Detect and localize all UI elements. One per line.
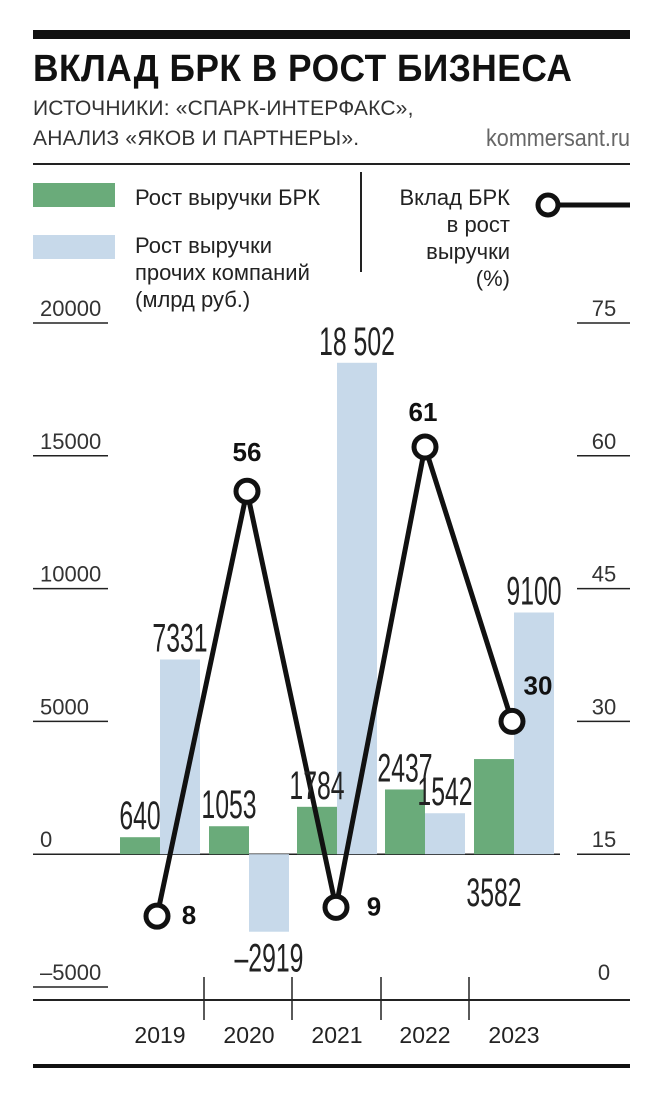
legend-swatch-brk <box>33 183 115 207</box>
legend-share-line-3: выручки <box>426 239 510 264</box>
legend-others-line-1: Рост выручки <box>135 233 272 258</box>
bar-brk <box>385 789 425 855</box>
data-label-share: 30 <box>524 670 553 700</box>
legend-share-line-2: в рост <box>446 212 510 237</box>
right-tick-label: 30 <box>592 694 616 719</box>
right-tick-label: 75 <box>592 296 616 321</box>
data-label-share: 8 <box>182 900 196 930</box>
legend-others-line-2: прочих компаний <box>135 260 310 285</box>
data-label-share: 61 <box>409 397 438 427</box>
right-tick-label: 15 <box>592 827 616 852</box>
left-tick-label: 5000 <box>40 694 89 719</box>
legend-share-line-1: Вклад БРК <box>399 185 511 210</box>
data-label-others: 7331 <box>152 617 207 661</box>
bottom-rule <box>33 1064 630 1068</box>
right-tick-label: 60 <box>592 429 616 454</box>
line-point <box>322 893 350 921</box>
data-label-others: 9100 <box>506 570 561 614</box>
bar-others <box>337 362 377 855</box>
data-label-others: 18 502 <box>319 320 395 364</box>
bar-brk <box>474 759 514 855</box>
x-tick-label: 2021 <box>311 1022 362 1048</box>
chart-title: ВКЛАД БРК В РОСТ БИЗНЕСА <box>33 48 573 90</box>
right-tick-label: 45 <box>592 562 616 587</box>
data-label-share: 9 <box>367 891 381 921</box>
source-line-2: АНАЛИЗ «ЯКОВ И ПАРТНЕРЫ». <box>33 127 360 150</box>
legend-vertical-divider <box>360 172 362 272</box>
bar-others <box>425 813 465 855</box>
right-tick-label: 0 <box>598 960 610 985</box>
data-label-brk: 1053 <box>201 783 256 827</box>
source-line-1: ИСТОЧНИКИ: «СПАРК-ИНТЕРФАКС», <box>33 97 414 120</box>
bar-others <box>514 612 554 855</box>
data-label-brk: 3582 <box>466 871 521 915</box>
left-tick-label: –5000 <box>40 960 101 985</box>
data-label-others: 1542 <box>417 770 472 814</box>
x-tick-label: 2022 <box>399 1022 450 1048</box>
left-tick-label: 0 <box>40 827 52 852</box>
legend-label-others: Рост выручки прочих компаний (млрд руб.) <box>135 232 310 313</box>
legend-label-share: Вклад БРК в рост выручки (%) <box>350 184 511 292</box>
line-point <box>498 707 526 735</box>
left-tick-label: 15000 <box>40 429 101 454</box>
site-credit: kommersant.ru <box>485 125 630 152</box>
bar-others <box>160 659 200 855</box>
data-label-brk: 640 <box>119 794 160 838</box>
legend-share-line-4: (%) <box>475 266 510 291</box>
legend-line-swatch <box>535 192 630 218</box>
bar-brk <box>120 837 160 855</box>
x-tick-label: 2019 <box>134 1022 185 1048</box>
data-label-others: –2919 <box>235 937 304 981</box>
top-rule <box>33 30 630 39</box>
bar-brk <box>209 826 249 855</box>
line-point <box>233 477 261 505</box>
legend-label-brk: Рост выручки БРК <box>135 185 321 210</box>
left-tick-label: 10000 <box>40 562 101 587</box>
bar-others <box>249 854 289 932</box>
legend-divider <box>33 163 630 165</box>
line-point <box>143 902 171 930</box>
x-tick-label: 2020 <box>223 1022 274 1048</box>
legend-swatch-others <box>33 235 115 259</box>
left-tick-label: 20000 <box>40 296 101 321</box>
legend-others-line-3: (млрд руб.) <box>135 287 251 312</box>
data-label-brk: 2437 <box>377 747 432 791</box>
x-tick-label: 2023 <box>488 1022 539 1048</box>
data-label-share: 56 <box>233 437 262 467</box>
line-point <box>411 433 439 461</box>
data-label-brk: 1784 <box>289 764 344 808</box>
